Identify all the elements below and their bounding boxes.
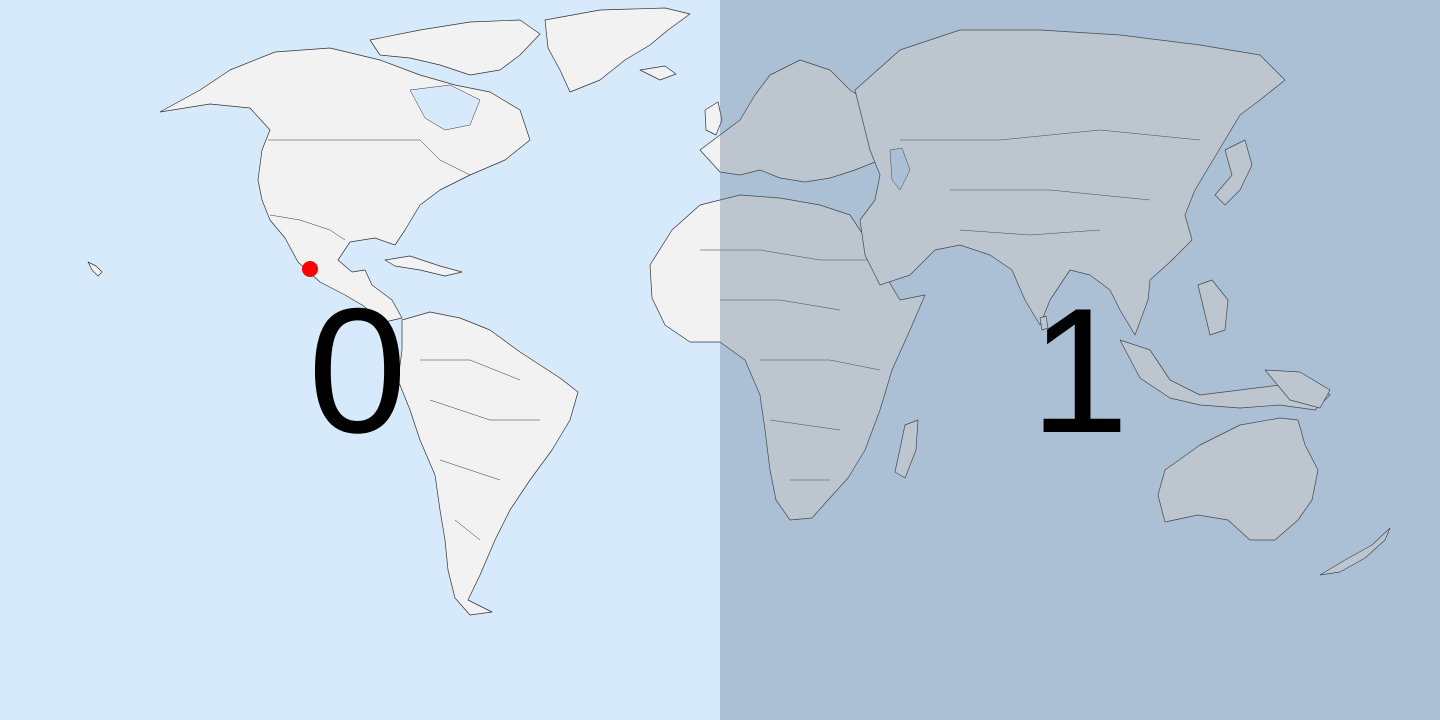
australia: [1157, 417, 1319, 541]
arctic-islands: [369, 19, 541, 76]
asia-borders: [900, 129, 1201, 236]
us-mexico-border: [269, 214, 346, 241]
madagascar: [894, 419, 919, 479]
caspian-sea: [889, 147, 911, 191]
zone-0-label: 0: [308, 271, 407, 470]
new-zealand: [1319, 527, 1391, 576]
iceland: [639, 65, 677, 81]
greenland: [544, 7, 691, 93]
south-america-borders: [420, 359, 540, 541]
asia: [854, 29, 1286, 336]
us-canada-border: [268, 139, 471, 176]
south-america: [397, 311, 579, 616]
hudson-bay: [409, 84, 481, 131]
philippines: [1197, 279, 1229, 336]
zone-1-label: 1: [1030, 271, 1129, 470]
great-britain: [704, 101, 723, 136]
japan: [1214, 139, 1253, 206]
sri-lanka: [1039, 315, 1049, 331]
location-dot-icon[interactable]: [302, 261, 318, 277]
zone-1-overlay[interactable]: [720, 0, 1440, 720]
africa-borders: [700, 249, 881, 481]
caribbean-islands: [384, 255, 463, 277]
hawaii: [87, 261, 103, 277]
indonesia: [1119, 339, 1331, 411]
new-guinea: [1264, 369, 1331, 409]
africa: [649, 194, 926, 521]
